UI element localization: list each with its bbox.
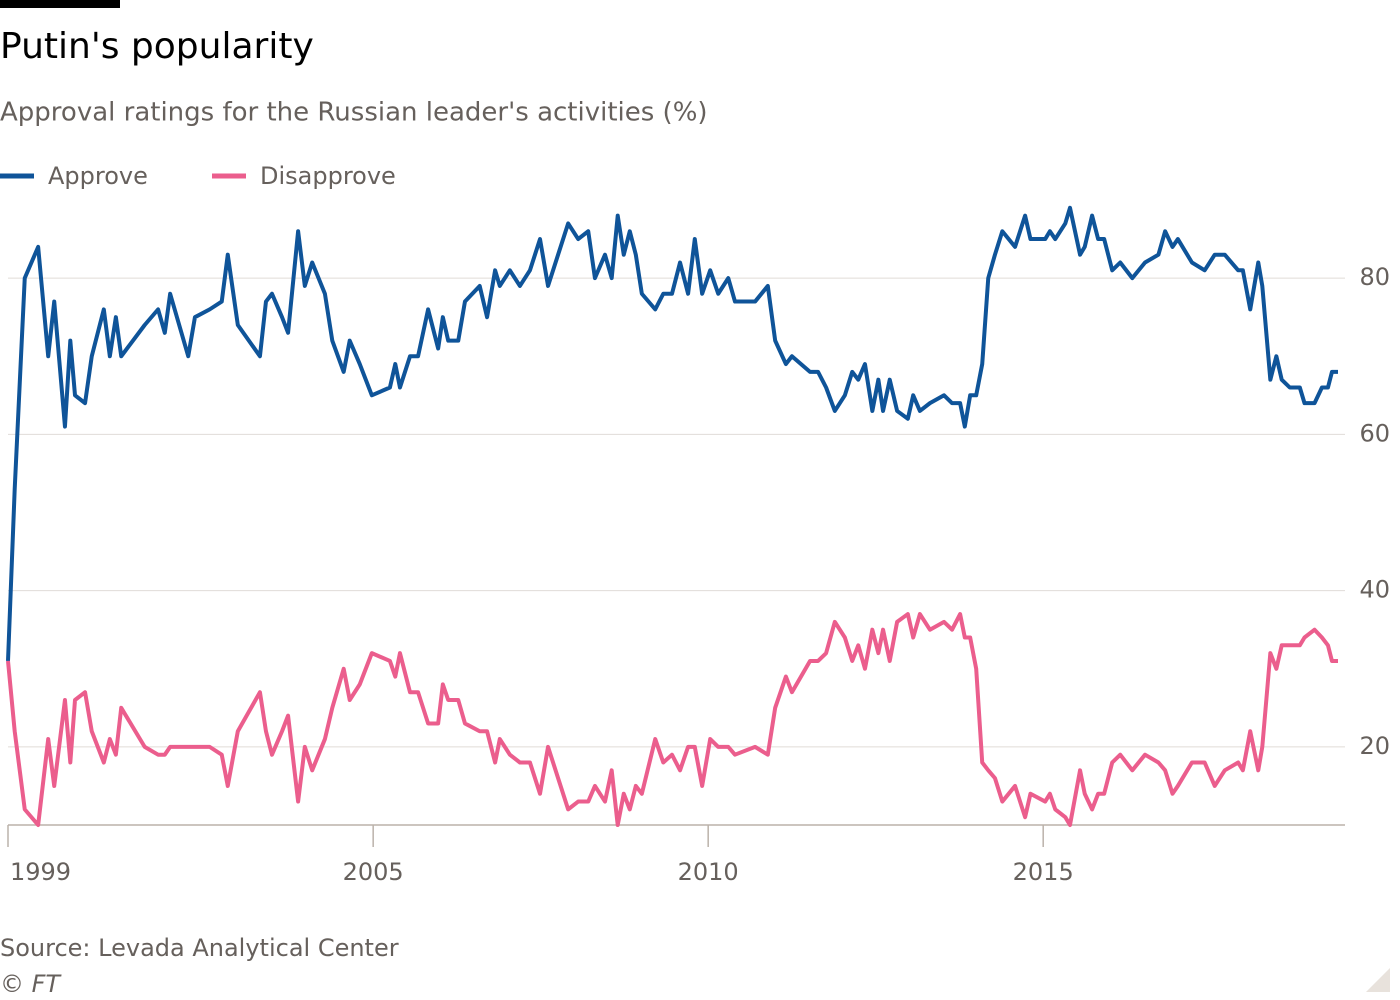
y-tick-label: 60 — [1359, 419, 1390, 447]
x-tick-label: 2005 — [343, 858, 404, 886]
chart-title: Putin's popularity — [0, 26, 314, 67]
x-tick-label: 2015 — [1013, 858, 1074, 886]
corner-mark — [1366, 968, 1390, 992]
legend-label: Disapprove — [260, 162, 396, 190]
chart-subtitle: Approval ratings for the Russian leader'… — [0, 98, 708, 128]
series-line — [6, 612, 1338, 827]
brand-bar — [0, 0, 120, 8]
x-tick-label: 2010 — [678, 858, 739, 886]
series-line — [6, 205, 1338, 662]
y-tick-label: 40 — [1359, 576, 1390, 604]
y-tick-label: 20 — [1359, 732, 1390, 760]
legend-label: Approve — [48, 162, 148, 190]
copyright: © FT — [0, 970, 62, 998]
x-tick-label: 1999 — [10, 858, 71, 886]
y-tick-label: 80 — [1359, 263, 1390, 291]
source: Source: Levada Analytical Center — [0, 934, 399, 962]
